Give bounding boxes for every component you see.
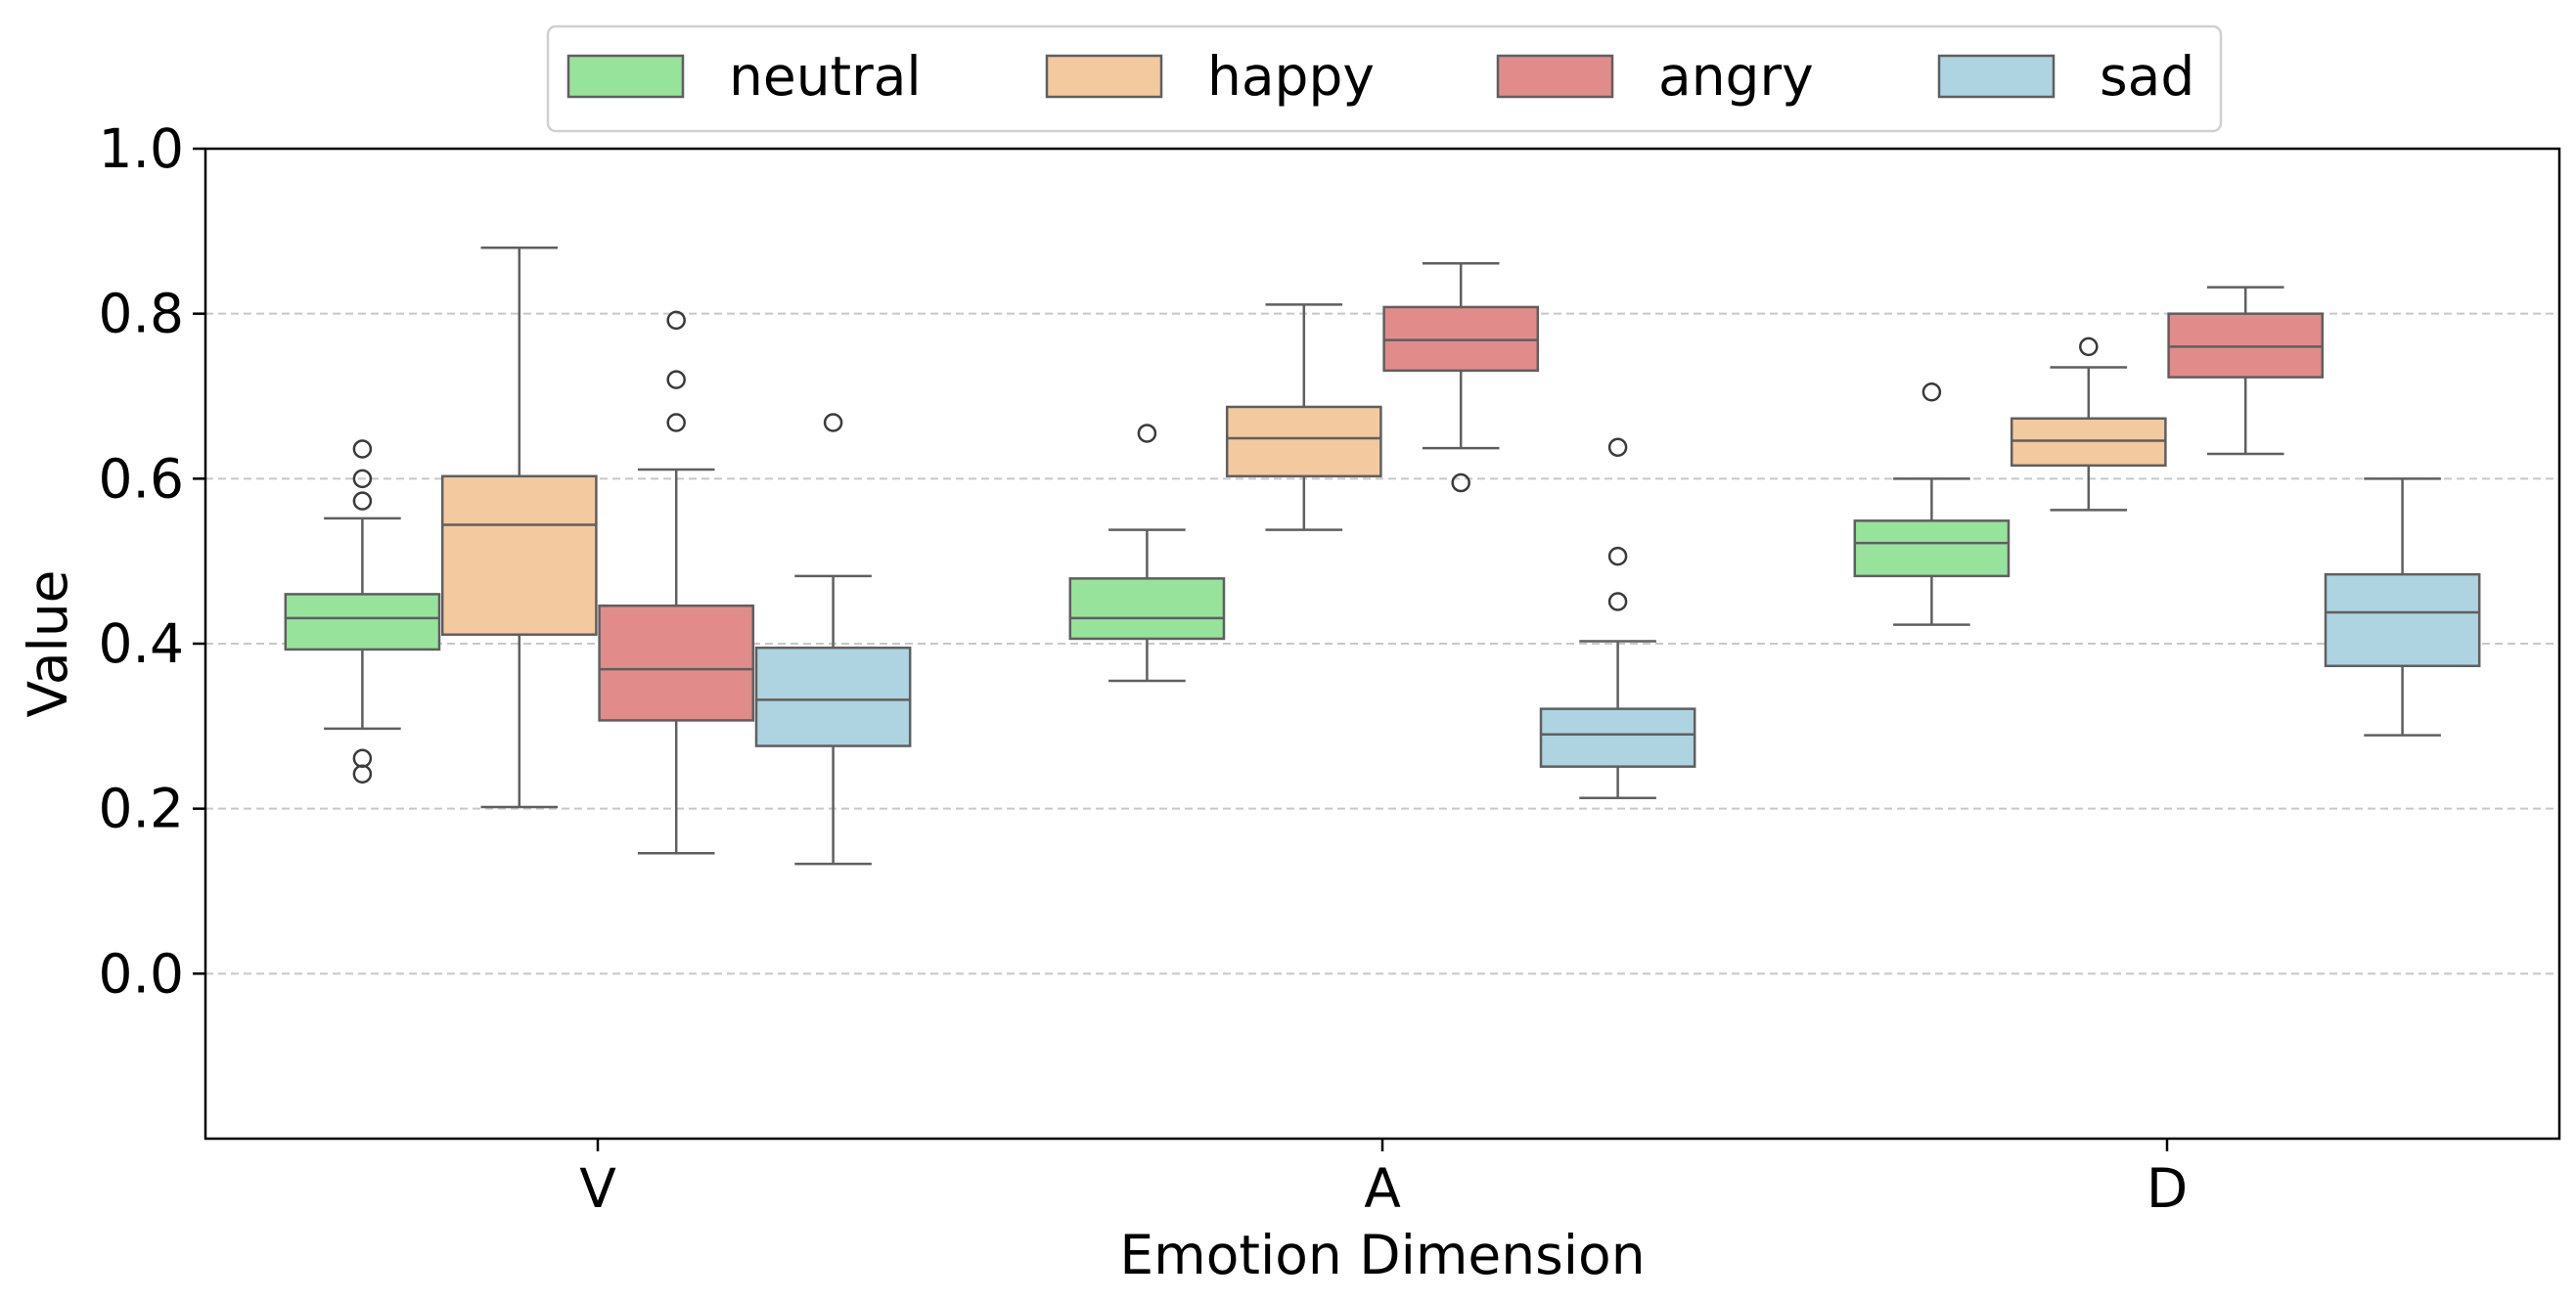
outlier-point: [1607, 546, 1628, 566]
iqr-box: [1853, 519, 2011, 578]
box-happy-V: [440, 246, 598, 809]
outlier-point: [1451, 472, 1470, 493]
iqr-box: [754, 646, 912, 747]
x-axis-title: Emotion Dimension: [1119, 1224, 1645, 1286]
outlier-point: [1921, 382, 1942, 402]
box-neutral-D: [1853, 382, 2011, 626]
legend-swatch-happy: [1045, 54, 1163, 99]
iqr-box: [284, 593, 441, 651]
iqr-box: [598, 604, 755, 722]
box-angry-V: [598, 310, 755, 855]
legend-label-angry: angry: [1658, 45, 1814, 108]
legend-swatch-angry: [1496, 54, 1614, 99]
y-tick-label: 1.0: [99, 117, 184, 180]
y-tick-label: 0.4: [99, 612, 184, 675]
iqr-box: [2010, 417, 2167, 468]
legend-swatch-sad: [1937, 54, 2056, 99]
box-angry-A: [1382, 261, 1540, 493]
y-axis-ticks: 0.0 0.2 0.4 0.6 0.8 1.0: [99, 117, 205, 1005]
y-axis-title: Value: [17, 569, 79, 717]
outlier-point: [666, 413, 686, 432]
y-tick-label: 0.6: [99, 447, 184, 510]
legend-label-sad: sad: [2100, 45, 2194, 108]
box-neutral-V: [284, 439, 441, 784]
box-angry-D: [2167, 286, 2325, 456]
x-tick-label: V: [579, 1157, 616, 1220]
iqr-box: [1382, 305, 1540, 373]
iqr-box: [1225, 405, 1382, 478]
iqr-box: [440, 474, 598, 636]
y-tick-label: 0.0: [99, 942, 184, 1005]
outlier-point: [352, 439, 373, 459]
outlier-point: [1137, 424, 1157, 443]
y-tick-label: 0.2: [99, 778, 184, 840]
box-sad-A: [1539, 437, 1696, 799]
box-happy-D: [2010, 337, 2167, 512]
outlier-point: [1607, 592, 1628, 611]
gridlines: [205, 312, 2559, 975]
outlier-point: [352, 764, 373, 784]
box-series: [284, 246, 2481, 866]
iqr-box: [2324, 572, 2481, 668]
legend-label-happy: happy: [1207, 45, 1375, 108]
legend-label-neutral: neutral: [729, 45, 922, 108]
box-happy-A: [1225, 303, 1382, 531]
box-neutral-A: [1068, 424, 1226, 683]
box-sad-V: [754, 413, 912, 866]
legend-frame: [546, 24, 2223, 133]
outlier-point: [352, 469, 373, 489]
iqr-box: [1068, 577, 1226, 641]
x-tick-label: A: [1364, 1157, 1401, 1220]
y-tick-label: 0.8: [99, 283, 184, 345]
legend-swatch-neutral: [566, 54, 685, 99]
outlier-point: [2079, 337, 2099, 357]
iqr-box: [2167, 312, 2325, 379]
outlier-point: [352, 491, 373, 511]
box-sad-D: [2324, 477, 2481, 737]
x-tick-label: D: [2147, 1157, 2188, 1220]
outlier-point: [1607, 437, 1628, 458]
outlier-point: [666, 310, 686, 331]
outlier-point: [823, 413, 843, 432]
legend: neutral happy angry sad: [546, 24, 2223, 133]
iqr-box: [1539, 707, 1696, 768]
outlier-point: [666, 370, 686, 389]
